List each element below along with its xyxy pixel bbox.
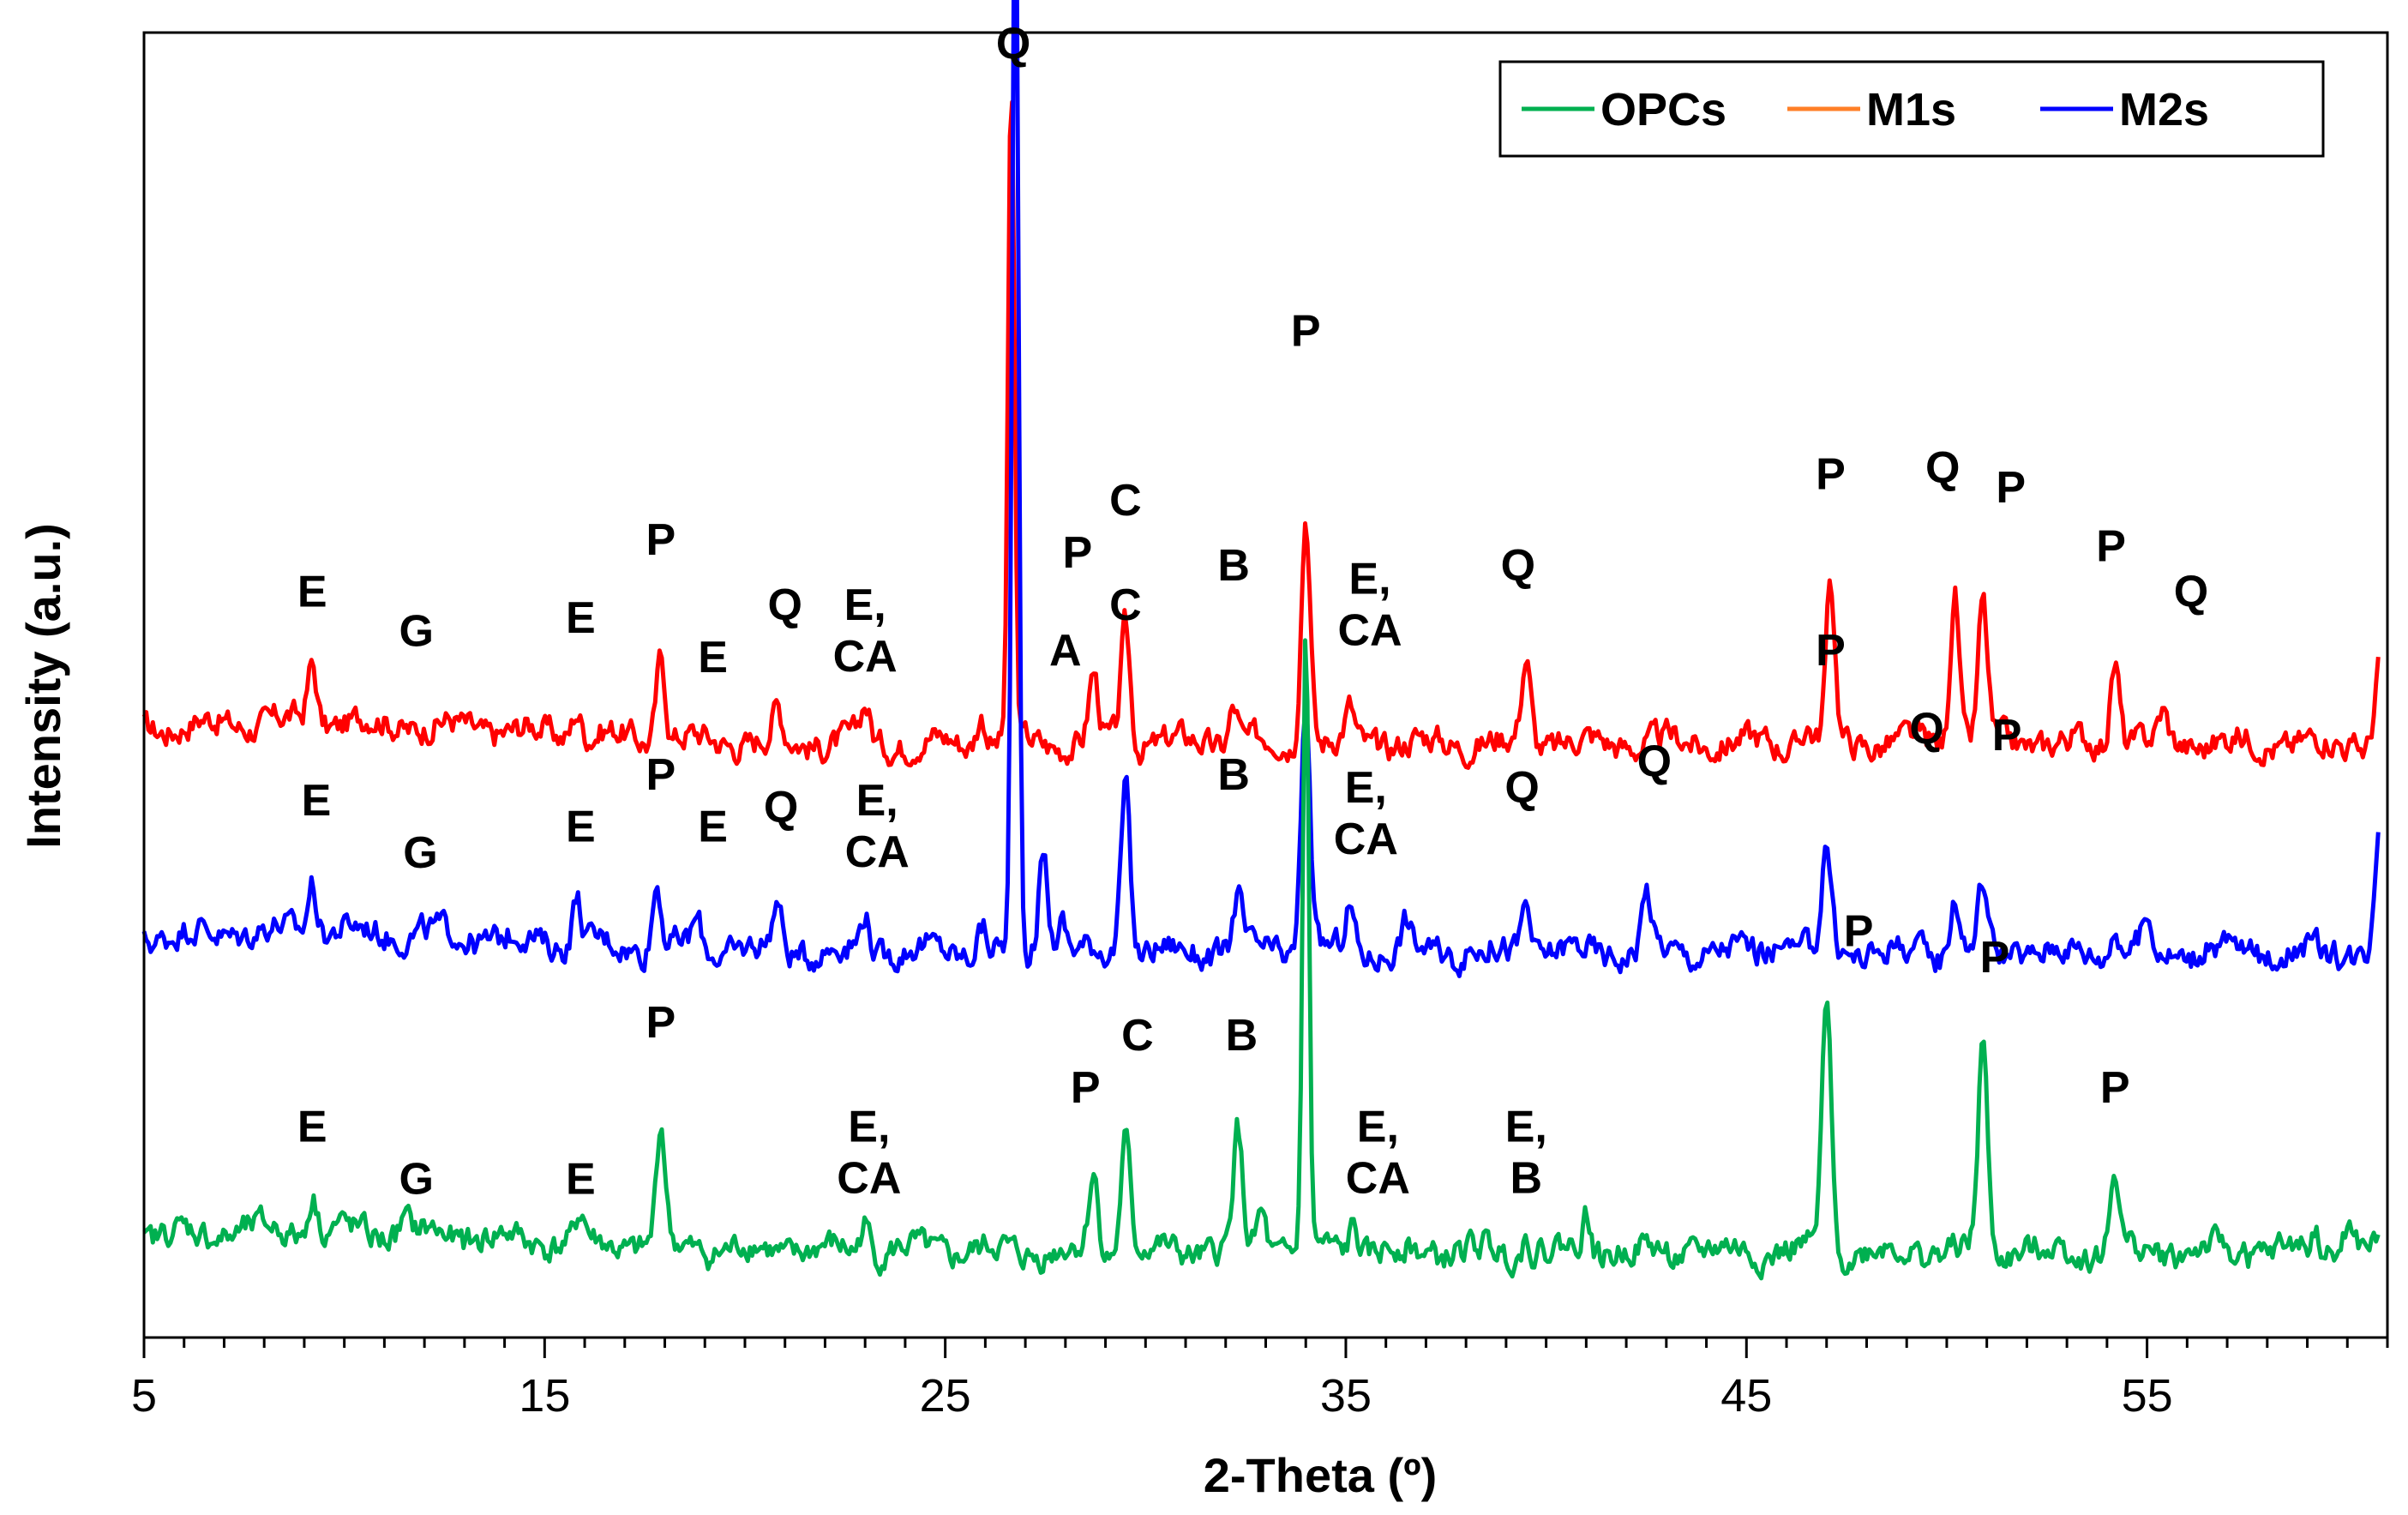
peak-label: C: [1109, 580, 1142, 630]
peak-label: Q: [996, 19, 1030, 69]
peak-label: E: [566, 1155, 596, 1205]
peak-label: P: [1071, 1063, 1101, 1113]
peak-label: G: [399, 1155, 434, 1205]
peak-label: P: [2096, 521, 2126, 571]
series-line-opcs: [142, 638, 2381, 1281]
legend-label-opcs: OPCs: [1600, 84, 1726, 135]
axes-layer: 5 15 25 35 45 55: [131, 31, 2389, 1422]
peak-label: P: [646, 750, 676, 800]
peak-label: C: [1109, 476, 1142, 526]
peak-label: E: [566, 593, 596, 643]
series-line-m2s: [141, 0, 2381, 978]
legend-label-m2s: M2s: [2119, 84, 2209, 135]
peak-label: P: [646, 515, 676, 565]
x-tick-label: 25: [920, 1370, 971, 1422]
peak-label: E, CA: [1334, 763, 1398, 864]
peak-label: B: [1217, 750, 1250, 800]
peak-label: E, CA: [845, 776, 910, 877]
peak-label: G: [399, 606, 434, 656]
peak-label: A: [1049, 626, 1082, 676]
peak-label: E, CA: [1337, 554, 1402, 655]
peak-label: P: [1291, 306, 1321, 356]
x-tick-label: 55: [2122, 1370, 2173, 1422]
peak-label: E, CA: [837, 1103, 901, 1204]
x-tick-label: 5: [131, 1370, 157, 1422]
x-axis-title: 2-Theta (º): [1204, 1448, 1437, 1502]
legend: OPCs M1s M2s: [1498, 60, 2325, 158]
series-layer: [141, 0, 2381, 1281]
peak-label: Q: [2174, 568, 2208, 617]
peak-label: P: [646, 998, 676, 1048]
peak-label: E: [302, 776, 332, 826]
legend-box: [1498, 60, 2325, 158]
peak-label: B: [1226, 1011, 1258, 1061]
peak-label: P: [1844, 906, 1874, 956]
x-tick-label: 45: [1720, 1370, 1772, 1422]
peak-label: Q: [764, 783, 798, 833]
peak-label: E, B: [1505, 1103, 1547, 1204]
peak-label: G: [403, 828, 437, 878]
peak-label: P: [1996, 463, 2026, 513]
peak-label: E: [698, 803, 728, 852]
peak-label: P: [1816, 450, 1846, 500]
peak-label: Q: [767, 580, 802, 630]
peak-label: C: [1121, 1011, 1154, 1061]
peak-label: Q: [1909, 704, 1943, 754]
legend-label-m1s: M1s: [1866, 84, 1956, 135]
peak-label: Q: [1637, 737, 1672, 787]
peak-label: E: [297, 568, 327, 617]
peak-label: P: [1816, 626, 1846, 676]
peak-label: Q: [1501, 541, 1535, 591]
series-line-m1s: [141, 99, 2381, 770]
peak-label: P: [2100, 1063, 2130, 1113]
peak-label: E, CA: [833, 580, 898, 682]
peak-label: P: [1063, 528, 1093, 578]
peak-label: Q: [1504, 763, 1539, 813]
peak-label: P: [1980, 933, 2010, 983]
peak-label: Q: [1925, 443, 1960, 493]
x-tick-label: 15: [519, 1370, 570, 1422]
y-axis-title: Intensity (a.u.): [16, 523, 70, 849]
peak-label: E, CA: [1346, 1103, 1410, 1204]
peak-label: E: [698, 633, 728, 682]
peak-label: E: [566, 803, 596, 852]
peak-label: P: [1992, 711, 2022, 761]
peak-label: B: [1217, 541, 1250, 591]
peak-label: E: [297, 1103, 327, 1152]
x-tick-label: 35: [1320, 1370, 1372, 1422]
